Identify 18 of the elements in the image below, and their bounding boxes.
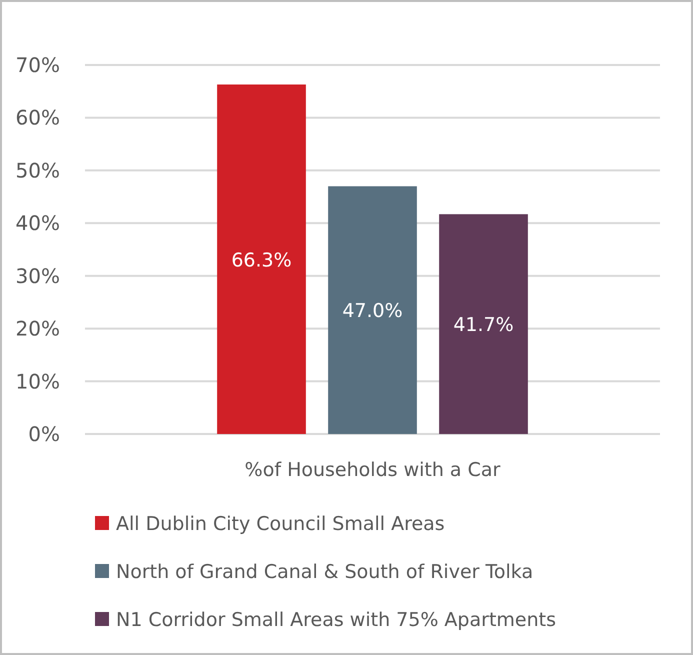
legend-label: North of Grand Canal & South of River Tolka — [116, 561, 534, 583]
y-tick-label: 70% — [16, 53, 60, 77]
y-tick-label: 0% — [28, 422, 60, 446]
data-label: 41.7% — [453, 314, 514, 336]
y-tick-label: 30% — [16, 264, 60, 288]
y-tick-label: 20% — [16, 316, 60, 341]
data-label: 66.3% — [231, 249, 292, 272]
x-tick-label: %of Households with a Car — [244, 459, 501, 481]
data-label: 47.0% — [342, 300, 403, 322]
y-tick-label: 40% — [16, 211, 60, 236]
bar — [439, 214, 528, 434]
y-tick-label: 50% — [16, 158, 60, 182]
bar — [217, 84, 306, 434]
y-tick-label: 10% — [16, 369, 60, 394]
y-tick-label: 60% — [16, 106, 60, 130]
legend-label: All Dublin City Council Small Areas — [116, 513, 445, 535]
legend-label: N1 Corridor Small Areas with 75% Apartments — [116, 609, 556, 631]
bar — [328, 186, 417, 434]
